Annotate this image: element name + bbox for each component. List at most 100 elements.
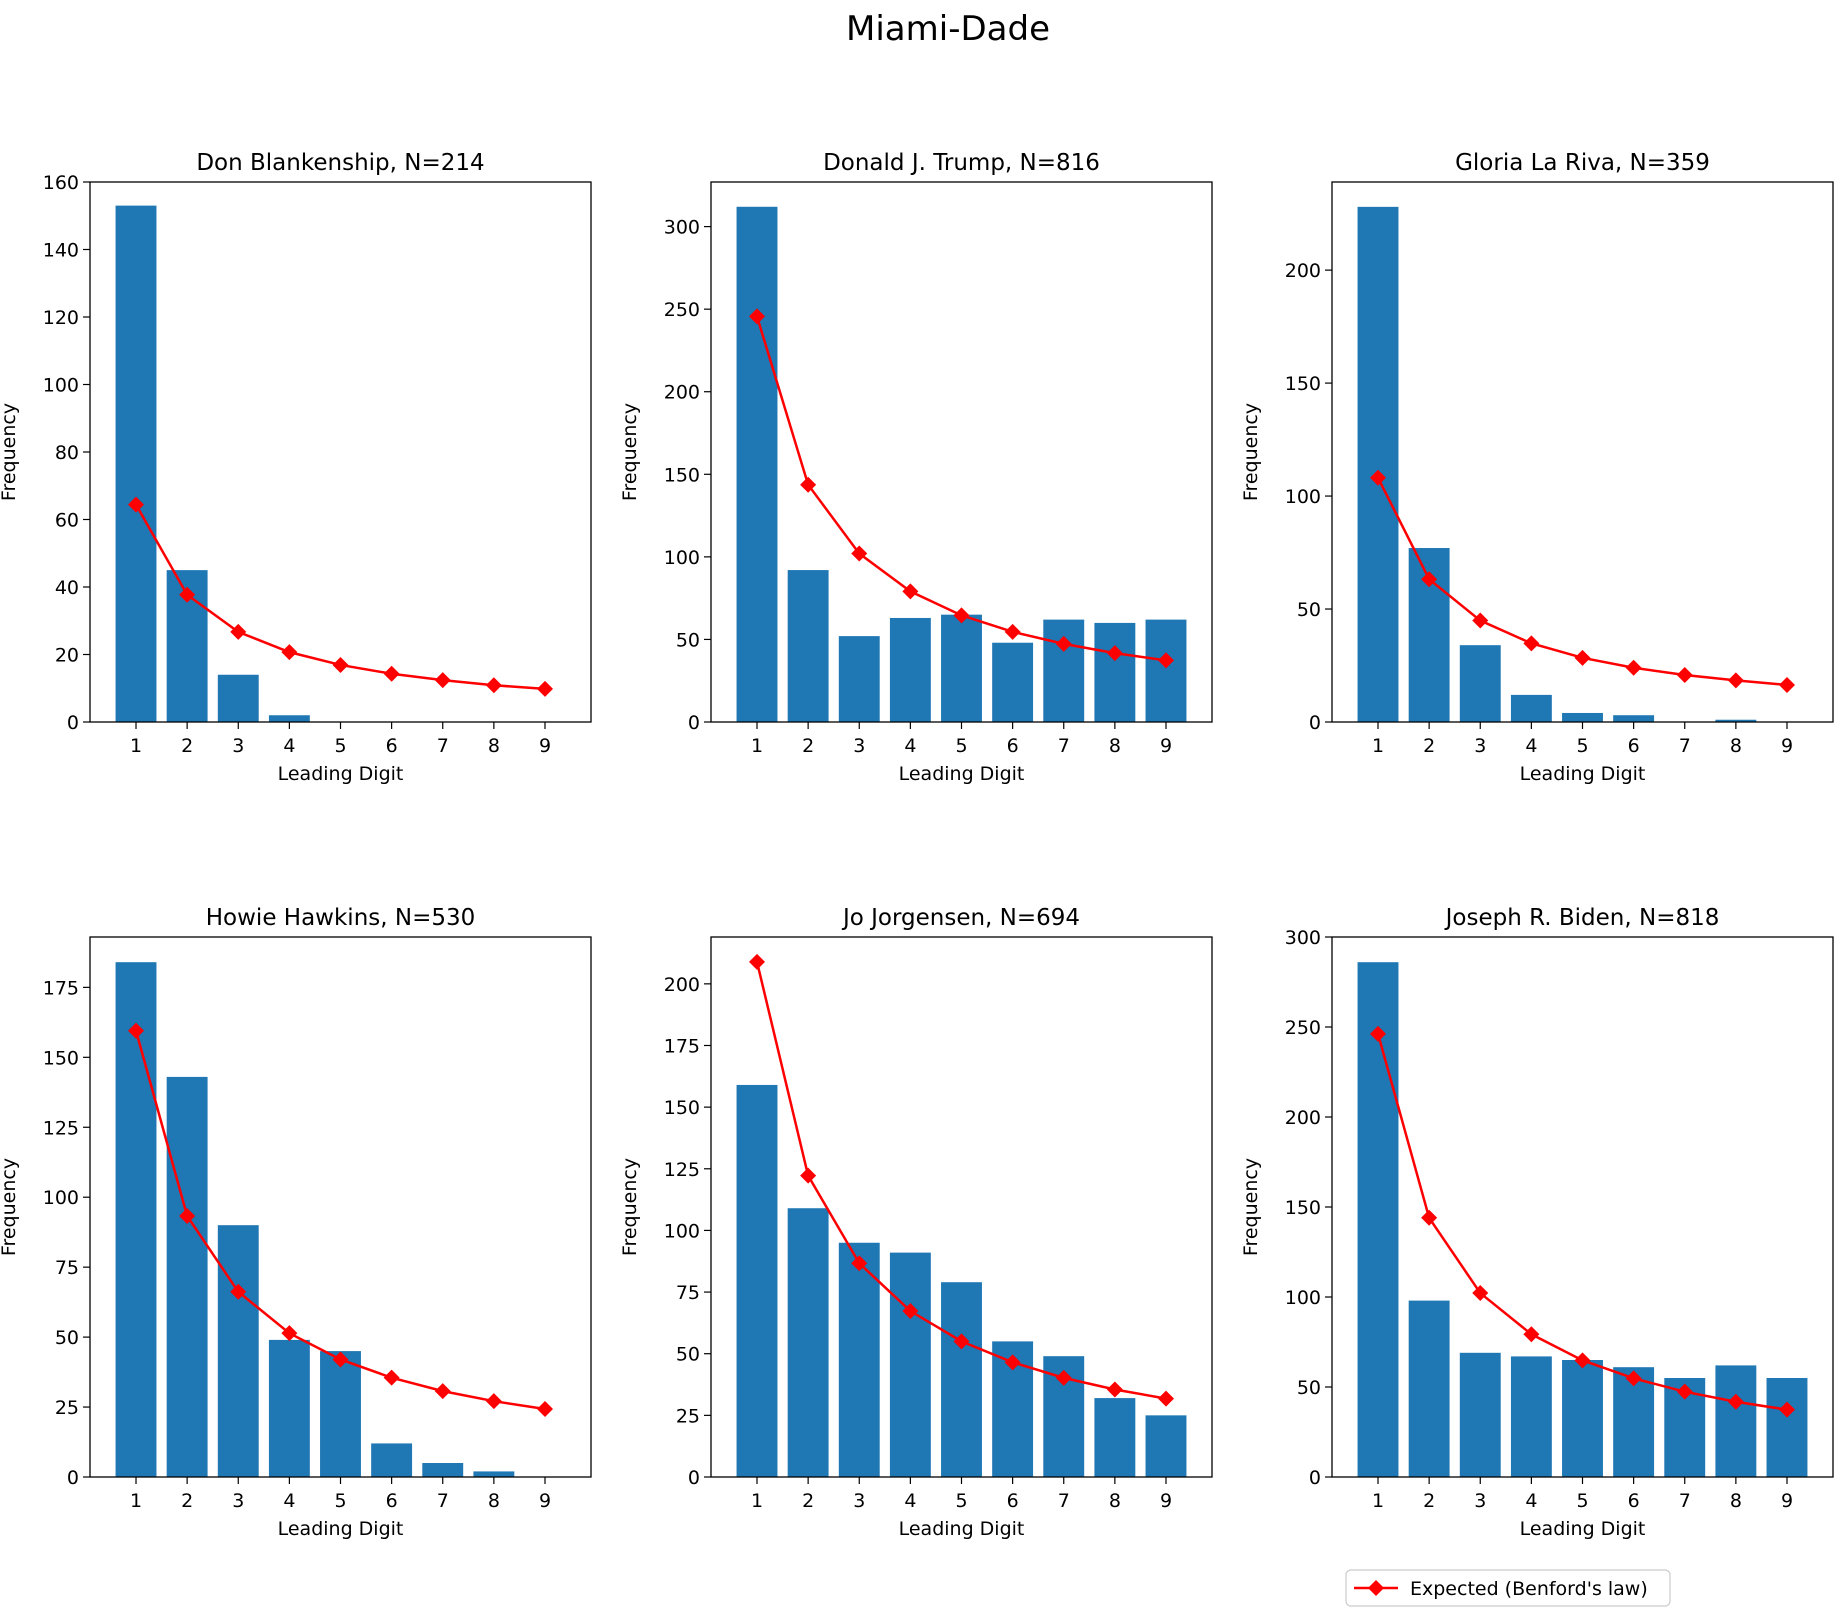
- x-tick-label: 6: [1007, 735, 1019, 757]
- legend-marker-swatch: [1368, 1580, 1384, 1596]
- y-tick-label: 60: [55, 510, 79, 532]
- y-tick-label: 200: [1285, 1107, 1321, 1129]
- x-tick-label: 7: [1679, 735, 1691, 757]
- expected-point: [485, 677, 502, 694]
- x-axis-label: Leading Digit: [899, 763, 1025, 785]
- y-axis-label: Frequency: [619, 403, 641, 501]
- legend: Expected (Benford's law): [1345, 1569, 1671, 1607]
- bar: [787, 570, 829, 722]
- y-axis-label: Frequency: [0, 403, 20, 501]
- y-tick-label: 75: [676, 1282, 700, 1304]
- y-tick-label: 0: [688, 1467, 700, 1489]
- expected-point: [1676, 1383, 1693, 1400]
- expected-point: [1523, 1326, 1540, 1343]
- expected-point: [1106, 1381, 1123, 1398]
- x-tick-label: 1: [1372, 735, 1384, 757]
- expected-point: [1055, 635, 1072, 652]
- expected-point: [1004, 623, 1021, 640]
- bar: [1715, 1365, 1757, 1477]
- y-tick-label: 0: [67, 1467, 79, 1489]
- y-axis-label: Frequency: [1240, 1158, 1262, 1256]
- expected-point: [536, 680, 553, 697]
- bar: [422, 1463, 464, 1477]
- expected-point: [1157, 652, 1174, 669]
- expected-point: [1676, 667, 1693, 684]
- x-tick-label: 8: [488, 1490, 500, 1512]
- x-tick-label: 3: [853, 735, 865, 757]
- bar: [1715, 719, 1757, 722]
- bar: [838, 636, 880, 722]
- y-tick-label: 120: [43, 307, 79, 329]
- expected-point: [1370, 1025, 1387, 1042]
- x-tick-label: 7: [1058, 1490, 1070, 1512]
- x-tick-label: 6: [1628, 735, 1640, 757]
- bar: [941, 1282, 982, 1477]
- x-tick-label: 9: [1160, 1490, 1172, 1512]
- charts-grid: Don Blankenship, N=214020406080100120140…: [0, 150, 1834, 1540]
- bar: [889, 1252, 931, 1477]
- expected-point: [383, 1369, 400, 1386]
- y-tick-label: 300: [664, 217, 700, 239]
- axes-frame: [1331, 181, 1834, 723]
- x-tick-label: 1: [1372, 1490, 1384, 1512]
- expected-point: [1625, 1370, 1642, 1387]
- x-tick-label: 7: [1679, 1490, 1691, 1512]
- x-tick-label: 5: [955, 1490, 967, 1512]
- expected-point: [1370, 469, 1387, 486]
- x-tick-label: 4: [904, 1490, 916, 1512]
- x-tick-label: 5: [334, 735, 346, 757]
- x-tick-label: 2: [1423, 1490, 1435, 1512]
- x-tick-label: 7: [437, 735, 449, 757]
- expected-point: [1055, 1369, 1072, 1386]
- x-tick-label: 1: [130, 735, 142, 757]
- bar: [320, 1351, 361, 1477]
- y-tick-label: 200: [1285, 260, 1321, 282]
- bar: [1510, 1356, 1552, 1477]
- y-tick-label: 50: [676, 629, 700, 651]
- expected-point: [230, 1283, 247, 1300]
- x-tick-label: 7: [437, 1490, 449, 1512]
- bar: [1510, 694, 1552, 722]
- y-tick-label: 0: [67, 712, 79, 734]
- y-tick-label: 150: [664, 1097, 700, 1119]
- chart-title: Don Blankenship, N=214: [196, 150, 484, 176]
- x-tick-label: 3: [232, 1490, 244, 1512]
- y-tick-label: 0: [1309, 712, 1321, 734]
- x-tick-label: 1: [751, 735, 763, 757]
- x-tick-label: 4: [904, 735, 916, 757]
- bar: [268, 1339, 310, 1477]
- y-tick-label: 125: [664, 1159, 700, 1181]
- bar: [217, 674, 259, 722]
- x-axis-label: Leading Digit: [1520, 763, 1646, 785]
- bar: [1094, 622, 1136, 722]
- bar: [889, 617, 931, 722]
- x-tick-label: 3: [232, 735, 244, 757]
- legend-label: Expected (Benford's law): [1410, 1578, 1648, 1600]
- expected-point: [281, 1325, 298, 1342]
- y-tick-label: 150: [664, 464, 700, 486]
- x-axis-label: Leading Digit: [278, 1518, 404, 1540]
- chart-panel: Don Blankenship, N=214 0 20 40 60 80 100 120 140…: [0, 150, 592, 785]
- bar: [1562, 1360, 1603, 1477]
- bar: [1562, 712, 1603, 722]
- y-tick-label: 160: [43, 172, 79, 194]
- y-tick-label: 100: [1285, 486, 1321, 508]
- bar: [787, 1208, 829, 1477]
- y-tick-label: 100: [664, 547, 700, 569]
- y-tick-label: 150: [1285, 373, 1321, 395]
- y-tick-label: 150: [43, 1047, 79, 1069]
- bar: [1766, 1378, 1808, 1477]
- expected-point: [383, 665, 400, 682]
- expected-point: [1157, 1390, 1174, 1407]
- expected-point: [1106, 645, 1123, 662]
- chart-panel: Jo Jorgensen, N=694025507510012515017520…: [619, 905, 1213, 1540]
- bar: [1357, 206, 1399, 722]
- x-tick-label: 1: [130, 1490, 142, 1512]
- expected-point: [851, 1255, 868, 1272]
- expected-point: [128, 496, 145, 513]
- x-axis-label: Leading Digit: [278, 763, 404, 785]
- expected-point: [1421, 1209, 1438, 1226]
- axes-frame: [89, 181, 592, 723]
- expected-point: [434, 1383, 451, 1400]
